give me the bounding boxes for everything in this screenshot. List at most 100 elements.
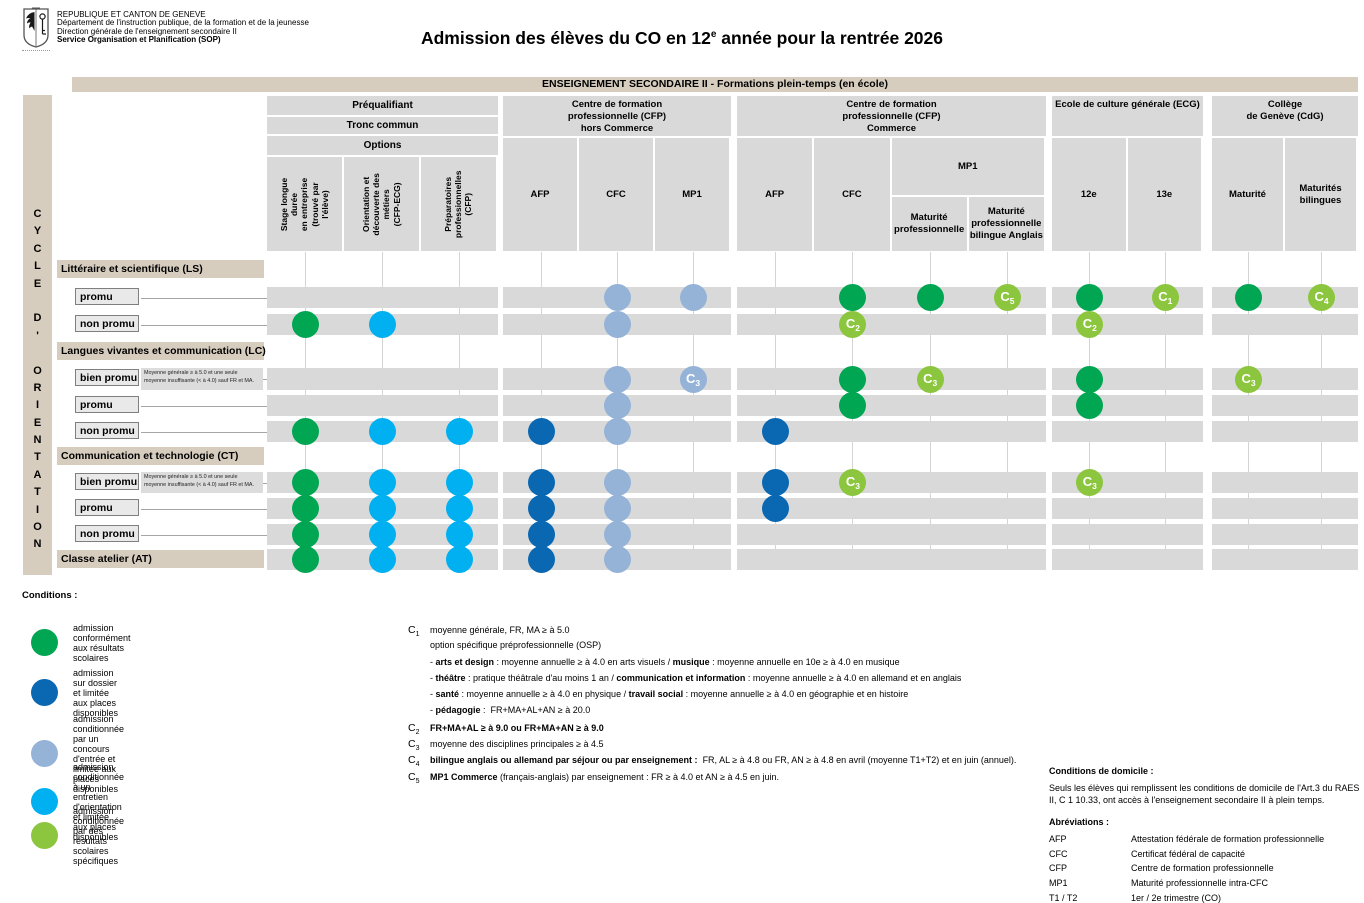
- logo-line: Service Organisation et Planification (S…: [57, 35, 221, 45]
- connector-line: [141, 324, 267, 326]
- dot-badge-letter: C: [845, 474, 856, 489]
- sidebar-letter: A: [33, 468, 42, 481]
- header-group-title: Centre de formation professionnelle (CFP…: [503, 96, 731, 136]
- admission-dot: [369, 469, 396, 496]
- sidebar-letter: T: [34, 451, 41, 464]
- column-header: MP1: [891, 138, 1044, 195]
- row-band: [1052, 287, 1203, 308]
- admission-dot: [839, 392, 867, 419]
- row-band: [1052, 524, 1203, 545]
- legend-label: admission conditionnée par un concours d…: [73, 713, 125, 794]
- dot-badge-number: 3: [1250, 377, 1256, 388]
- promotion-label: bien promu: [75, 473, 139, 490]
- promotion-label: promu: [75, 499, 139, 516]
- abbreviation-term: AFP: [1049, 834, 1067, 845]
- column-header: MP1: [655, 138, 729, 251]
- admission-dot: [1076, 365, 1104, 393]
- dot-badge-number: 2: [1092, 323, 1097, 333]
- header-group-title: Centre de formation professionnelle (CFP…: [737, 96, 1046, 136]
- conditions-list: C1 moyenne générale, FR, MA ≥ à 5.0 option…: [408, 624, 1016, 787]
- admission-dot: [839, 365, 867, 393]
- row-band: [1212, 498, 1358, 519]
- title-superscript: e: [710, 29, 717, 41]
- row-band: [737, 421, 1046, 442]
- column-header: Maturité professionnelle bilingue Anglai…: [968, 197, 1044, 251]
- sidebar-letter: Y: [33, 225, 42, 238]
- header-group-title: Collège de Genève (CdG): [1212, 96, 1358, 136]
- abbreviation-row: CFC Certificat fédéral de capacité: [1049, 847, 1361, 862]
- condition-text: : moyenne annuelle en 10e ≥ à 4.0 en mus…: [709, 656, 900, 667]
- row-band: [1212, 549, 1358, 570]
- abbreviation-term: MP1: [1049, 878, 1068, 889]
- admission-dot: [527, 495, 555, 522]
- sidebar-letter: D: [33, 312, 42, 325]
- dot-badge-letter: C: [845, 316, 856, 331]
- row-band: [1212, 314, 1358, 335]
- promotion-label: non promu: [75, 525, 139, 542]
- column-header: Orientation et découverte des métiers (C…: [344, 157, 419, 251]
- row-band: [267, 368, 498, 390]
- header-group-title: Options: [267, 136, 498, 155]
- condition-text: (français-anglais) par enseignement : FR…: [497, 771, 780, 782]
- condition-text: moyenne des disciplines principales ≥ à …: [430, 739, 604, 750]
- admission-dot: [446, 521, 473, 548]
- section-header: Communication et technologie (CT): [57, 447, 264, 465]
- condition-text: arts et design: [435, 656, 495, 667]
- column-label: Préparatoires professionnelles (CFP): [443, 170, 474, 238]
- abbreviation-row: AFP Attestation fédérale de formation pro…: [1049, 832, 1361, 847]
- abbreviation-row: CFP Centre de formation professionnelle: [1049, 861, 1361, 876]
- sidebar-letter: C: [33, 242, 42, 255]
- dot-badge-letter: C: [1082, 316, 1093, 331]
- sidebar-letter: R: [33, 381, 42, 394]
- condition-badge: C2: [408, 721, 420, 736]
- sidebar-letter: L: [34, 260, 41, 273]
- column-header: Préparatoires professionnelles (CFP): [421, 157, 496, 251]
- logo-line: REPUBLIQUE ET CANTON DE GENEVE: [57, 10, 206, 19]
- sidebar-letter: O: [33, 521, 42, 534]
- dot-badge-number: 5: [1009, 296, 1015, 306]
- logo-line: Département de l'instruction publique, d…: [57, 18, 309, 28]
- abbreviation-term: CFC: [1049, 848, 1068, 859]
- column-header: CFC: [814, 138, 890, 251]
- logo-line: Direction générale de l'enseignement sec…: [57, 26, 237, 36]
- sidebar-vertical-text: C Y C L E D ' O R I E N T A T I O N: [23, 206, 52, 554]
- admission-dot: [603, 418, 631, 445]
- row-band: [1052, 314, 1203, 335]
- legend-dot-periwinkle: [31, 740, 58, 767]
- admission-dot: [446, 418, 473, 445]
- row-band: [1212, 287, 1358, 308]
- admission-dot: [369, 311, 396, 338]
- row-band: [1052, 421, 1203, 442]
- domicile-title: Conditions de domicile :: [1049, 766, 1154, 776]
- column-header: Stage longue durée en entreprise (trouvé…: [267, 157, 342, 251]
- header-group-title: Ecole de culture générale (ECG): [1052, 96, 1203, 136]
- column-header: AFP: [737, 138, 813, 251]
- condition-text: FR, AL ≥ à 4.8 ou FR, AN ≥ à 4.8 en avri…: [697, 755, 1017, 766]
- condition-badge: C1: [408, 624, 420, 639]
- dot-badge-number: 3: [695, 377, 701, 388]
- logo-text-block: REPUBLIQUE ET CANTON DE GENEVE Départeme…: [57, 10, 309, 45]
- page-title: Admission des élèves du CO en 12e année …: [0, 28, 1364, 49]
- row-band: [737, 472, 1046, 493]
- row-band: [1212, 368, 1358, 390]
- dot-badge-number: 3: [1092, 481, 1097, 491]
- condition-text: : moyenne annuelle ≥ à 4.0 en géographie…: [683, 689, 909, 700]
- condition-line: C5 MP1 Commerce (français-anglais) par en…: [408, 771, 988, 787]
- dot-badge-letter: C: [1314, 289, 1324, 304]
- admission-dot: [527, 546, 555, 573]
- abbreviation-definition: 1er / 2e trimestre (CO): [1131, 892, 1222, 903]
- dot-badge-number: 1: [1167, 296, 1173, 306]
- connector-line: [141, 431, 267, 433]
- row-band: [1052, 498, 1203, 519]
- column-label: Orientation et découverte des métiers (C…: [361, 172, 402, 236]
- admission-dot: [603, 521, 631, 548]
- column-header: 13e: [1127, 138, 1201, 251]
- admission-dot: [603, 469, 631, 496]
